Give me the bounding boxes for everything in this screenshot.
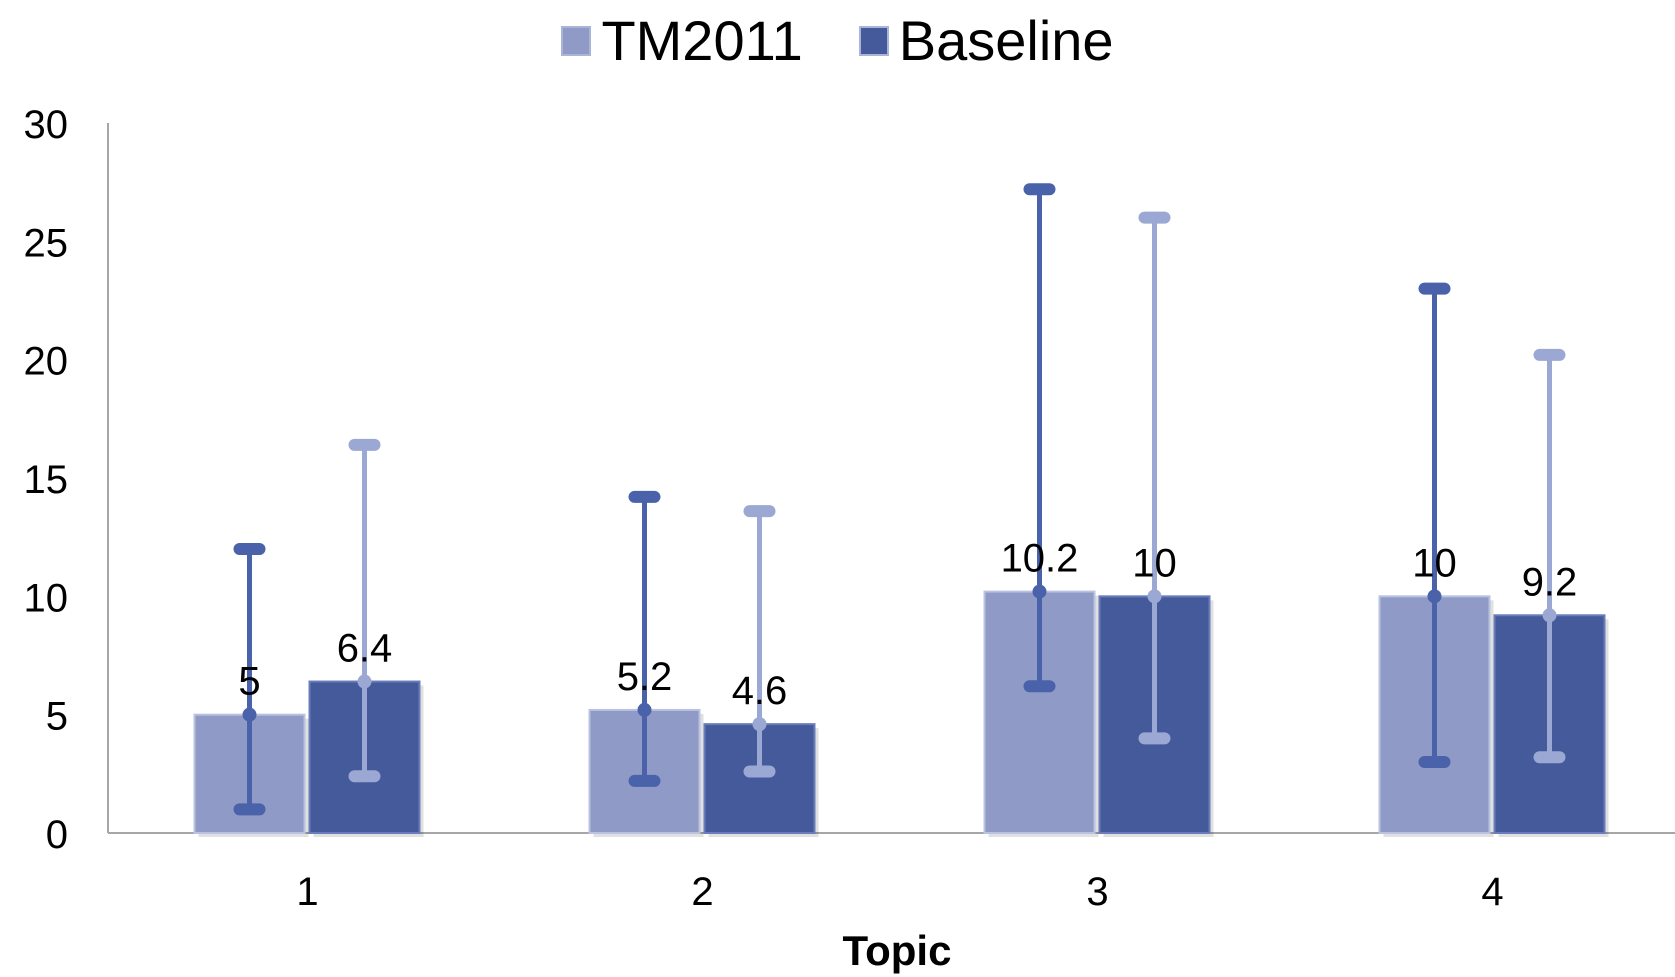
y-tick-label-6: 30 (24, 103, 69, 147)
legend-item-tm2011[interactable]: TM2011 (561, 9, 803, 72)
data-label-0-3: 10 (1412, 541, 1457, 585)
data-label-0-0: 5 (238, 660, 260, 704)
legend-swatch-tm2011 (561, 26, 592, 56)
y-tick-label-5: 25 (24, 221, 69, 265)
legend-swatch-baseline (858, 26, 889, 56)
data-label-1-3: 9.2 (1522, 560, 1578, 604)
x-tick-label-1: 1 (296, 870, 318, 914)
data-label-1-2: 10 (1132, 541, 1177, 585)
value-marker-1-0 (357, 674, 372, 689)
value-marker-1-2 (1147, 589, 1162, 604)
y-tick-label-0: 0 (46, 813, 68, 857)
value-marker-0-0 (242, 707, 257, 722)
value-marker-0-3 (1427, 589, 1442, 604)
y-tick-label-1: 5 (46, 695, 68, 739)
value-marker-0-1 (637, 702, 652, 717)
y-tick-label-3: 15 (24, 458, 69, 502)
data-label-1-0: 6.4 (337, 627, 393, 671)
data-label-0-1: 5.2 (617, 655, 673, 699)
x-tick-label-4: 4 (1481, 870, 1503, 914)
data-label-0-2: 10.2 (1001, 537, 1079, 581)
value-marker-0-2 (1032, 584, 1047, 599)
legend-label-tm2011: TM2011 (601, 9, 803, 72)
legend: TM2011 Baseline (0, 6, 1675, 76)
x-tick-label-2: 2 (691, 870, 713, 914)
y-tick-label-4: 20 (24, 340, 69, 384)
legend-label-baseline: Baseline (898, 9, 1114, 72)
data-label-1-1: 4.6 (732, 669, 788, 713)
x-tick-label-3: 3 (1086, 870, 1108, 914)
value-marker-1-3 (1542, 608, 1557, 623)
value-marker-1-1 (752, 717, 767, 732)
y-tick-label-2: 10 (24, 576, 69, 620)
x-axis-title: Topic (843, 927, 952, 974)
legend-item-baseline[interactable]: Baseline (858, 9, 1114, 72)
